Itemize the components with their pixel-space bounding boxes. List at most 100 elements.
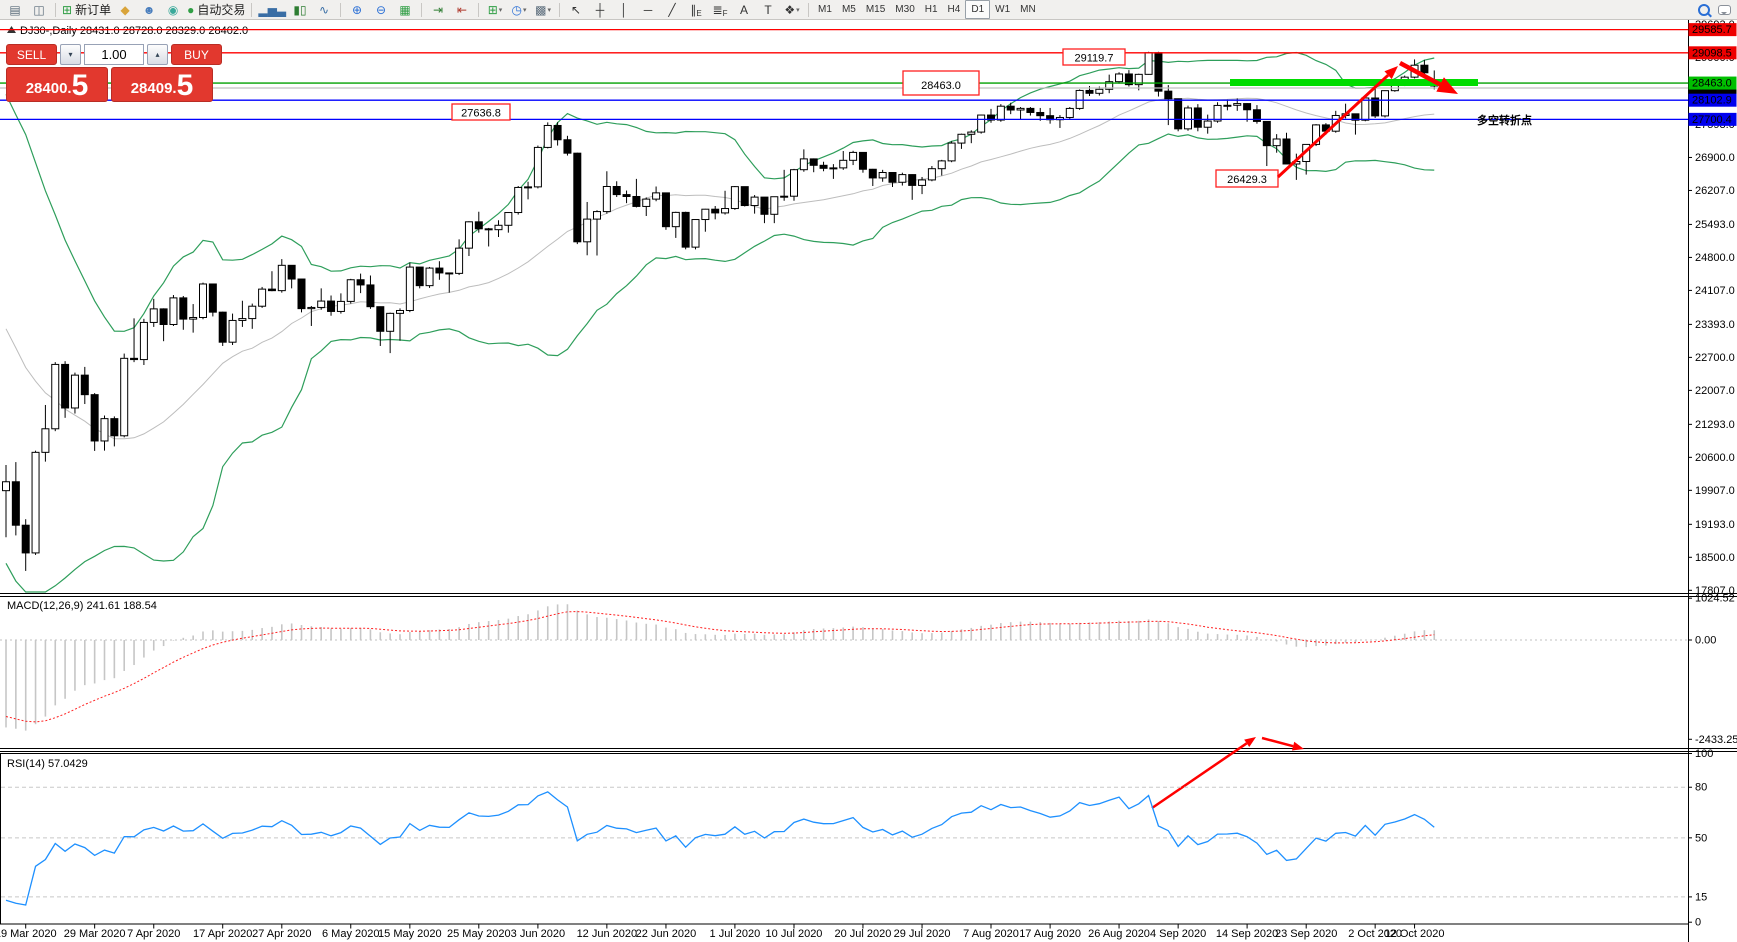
toolbar-separator <box>559 2 561 17</box>
volume-increase-button[interactable]: ▴ <box>147 44 168 65</box>
template-icon[interactable]: ▩ ▾ <box>531 1 555 18</box>
period-icon-dropdown[interactable]: ▾ <box>523 6 527 14</box>
profile-icon[interactable]: ☻ <box>137 1 161 18</box>
chat-icon[interactable] <box>1718 4 1731 15</box>
volume-decrease-button[interactable]: ▾ <box>60 44 81 65</box>
buy-price-main: 28409. <box>130 80 177 97</box>
sell-button[interactable]: SELL <box>6 44 57 65</box>
svg-text:20600.0: 20600.0 <box>1695 452 1735 464</box>
svg-text:14 Sep 2020: 14 Sep 2020 <box>1216 928 1278 940</box>
zoom-in-icon: ⊕ <box>352 2 363 17</box>
svg-text:6 May 2020: 6 May 2020 <box>322 928 379 940</box>
svg-text:26900.0: 26900.0 <box>1695 152 1735 164</box>
svg-text:12 Oct 2020: 12 Oct 2020 <box>1385 928 1445 940</box>
new-order-icon: ⊞ <box>62 2 73 17</box>
cursor-icon: ↖ <box>571 2 582 17</box>
horizontal-lines[interactable] <box>0 28 1688 121</box>
tile-windows-icon: ▦ <box>399 2 411 17</box>
candlestick-chart-icon[interactable]: ▮▯ <box>288 1 312 18</box>
svg-text:15 May 2020: 15 May 2020 <box>378 928 442 940</box>
svg-text:29 Mar 2020: 29 Mar 2020 <box>64 928 126 940</box>
svg-text:24800.0: 24800.0 <box>1695 252 1735 264</box>
svg-text:22007.0: 22007.0 <box>1695 385 1735 397</box>
add-indicator-icon-dropdown[interactable]: ▾ <box>498 6 503 14</box>
chart-annotations[interactable]: 27636.8 29119.7 28463.0 26429.3 <box>451 48 1478 810</box>
timeframe-w1[interactable]: W1 <box>995 4 1011 15</box>
chart-shift-icon[interactable]: ⇤ <box>450 1 474 18</box>
svg-text:19 Mar 2020: 19 Mar 2020 <box>0 928 57 940</box>
period-icon: ◷ <box>511 2 523 17</box>
autotrading-icon: ● <box>187 2 195 17</box>
price-label-box <box>1062 48 1126 66</box>
vertical-line-icon[interactable]: │ <box>612 1 636 18</box>
volume-input[interactable] <box>84 44 144 65</box>
bar-chart-icon[interactable]: ▂▅▃ <box>256 1 288 18</box>
autotrading-icon[interactable]: ● 自动交易 <box>185 1 247 18</box>
svg-text:10 Jul 2020: 10 Jul 2020 <box>766 928 823 940</box>
market-watch-icon[interactable]: ◫ <box>27 1 51 18</box>
svg-text:80: 80 <box>1695 782 1707 794</box>
candlesticks <box>2 51 1439 571</box>
tile-windows-icon[interactable]: ▦ <box>393 1 417 18</box>
horizontal-line-icon[interactable]: ─ <box>636 1 660 18</box>
zoom-in-icon[interactable]: ⊕ <box>345 1 369 18</box>
template-icon-dropdown[interactable]: ▾ <box>547 6 551 14</box>
svg-text:2 Oct 2020: 2 Oct 2020 <box>1348 928 1402 940</box>
period-icon[interactable]: ◷ ▾ <box>507 1 531 18</box>
trend-arrow <box>1276 74 1390 179</box>
charts-window-icon[interactable]: ▤ <box>3 1 27 18</box>
trend-arrow <box>1398 61 1442 87</box>
shapes-icon-dropdown[interactable]: ▾ <box>796 6 800 14</box>
svg-text:22 Jun 2020: 22 Jun 2020 <box>636 928 697 940</box>
vertical-line-icon: │ <box>620 2 628 17</box>
toolbar-separator <box>421 2 423 17</box>
timeframe-m30[interactable]: M30 <box>895 4 915 15</box>
svg-text:1 Jul 2020: 1 Jul 2020 <box>710 928 761 940</box>
text-icon[interactable]: A <box>732 1 756 18</box>
add-indicator-icon[interactable]: ⊞ ▾ <box>483 1 507 18</box>
autotrading-icon-label: 自动交易 <box>197 3 246 17</box>
market-signal-icon[interactable]: ◉ <box>161 1 185 18</box>
timeframe-m1[interactable]: M1 <box>818 4 832 15</box>
svg-text:50: 50 <box>1695 832 1707 844</box>
candlestick-chart-icon: ▮▯ <box>293 2 307 17</box>
auto-scroll-icon[interactable]: ⇥ <box>426 1 450 18</box>
price-label-box <box>902 70 980 96</box>
svg-text:1024.52: 1024.52 <box>1695 593 1735 605</box>
crosshair-icon[interactable]: ┼ <box>588 1 612 18</box>
svg-text:0.00: 0.00 <box>1695 635 1716 647</box>
zoom-out-icon[interactable]: ⊖ <box>369 1 393 18</box>
fibonacci-icon[interactable]: ≣ F <box>708 1 732 19</box>
history-center-icon[interactable]: ◆ <box>113 1 137 18</box>
svg-text:28463.0: 28463.0 <box>1692 78 1732 90</box>
macd-label: MACD(12,26,9) 241.61 188.54 <box>7 600 157 612</box>
svg-text:28463.0: 28463.0 <box>921 80 961 92</box>
timeframe-mn[interactable]: MN <box>1020 4 1036 15</box>
price-label-box <box>451 103 511 121</box>
search-icon[interactable] <box>1698 3 1710 16</box>
main-toolbar: ▤ ◫ ⊞ 新订单 ◆ ☻ ◉ ● 自动交易 ▂▅▃ ▮▯ ∿ ⊕ ⊖ ▦ ⇥ ⇤ ⊞ ▾ ◷ ▾ ▩ ▾ ↖ ┼ │ ─ ╱ ∥ E ≣ F… <box>0 0 1737 20</box>
timeframe-d1[interactable]: D1 <box>965 0 991 19</box>
new-order-icon[interactable]: ⊞ 新订单 <box>60 1 113 18</box>
crosshair-icon: ┼ <box>595 2 605 17</box>
trendline-icon[interactable]: ╱ <box>660 1 684 18</box>
sell-price[interactable]: 28400. 5 <box>6 67 108 102</box>
timeframe-h1[interactable]: H1 <box>924 4 938 15</box>
shapes-icon[interactable]: ❖ ▾ <box>780 1 804 18</box>
fibonacci-icon-sub: F <box>722 9 728 18</box>
cursor-icon[interactable]: ↖ <box>564 1 588 18</box>
channel-icon[interactable]: ∥ E <box>684 1 708 19</box>
svg-text:23 Sep 2020: 23 Sep 2020 <box>1275 928 1337 940</box>
timeframe-m15[interactable]: M15 <box>865 4 886 15</box>
buy-price[interactable]: 28409. 5 <box>111 67 213 102</box>
text-label-icon[interactable]: T <box>756 1 780 18</box>
svg-text:24107.0: 24107.0 <box>1695 285 1735 297</box>
toolbar-separator <box>55 2 56 17</box>
svg-text:15: 15 <box>1695 891 1707 903</box>
timeframe-m5[interactable]: M5 <box>841 4 856 15</box>
line-chart-icon[interactable]: ∿ <box>312 1 336 18</box>
buy-button[interactable]: BUY <box>171 44 222 65</box>
timeframe-h4[interactable]: H4 <box>947 4 961 15</box>
